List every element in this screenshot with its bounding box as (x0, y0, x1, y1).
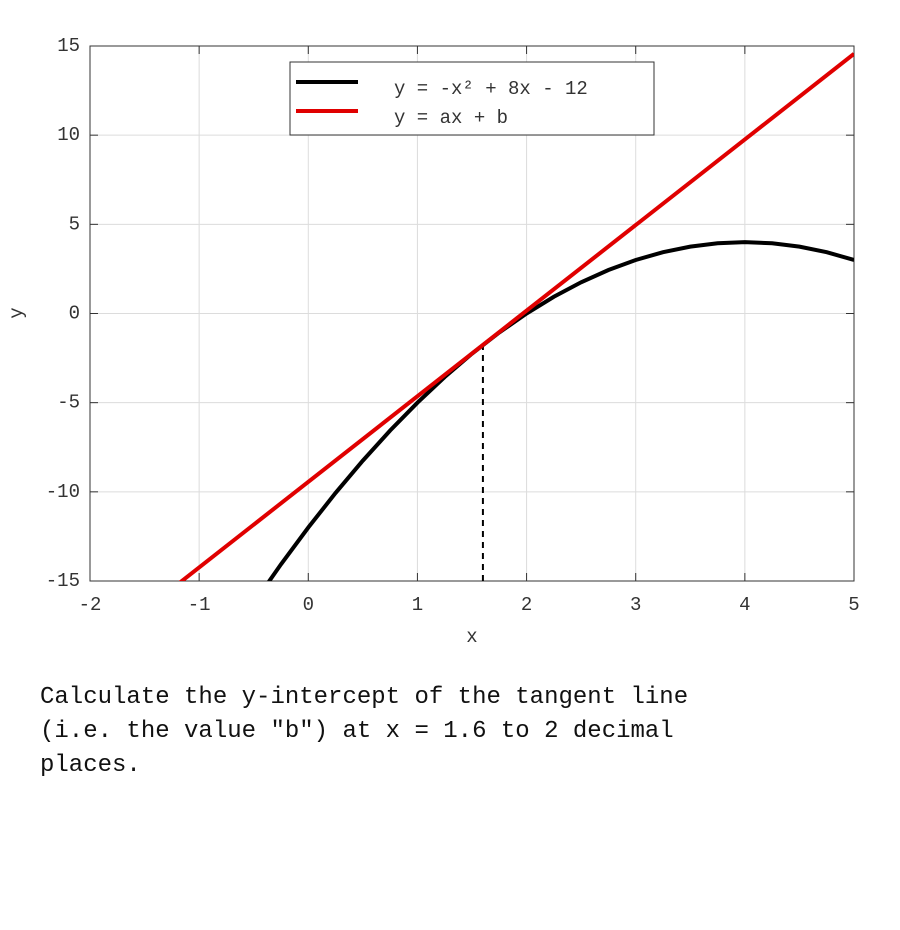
x-tick-label: 5 (848, 594, 859, 616)
x-tick-label: 1 (412, 594, 423, 616)
x-tick-label: -2 (79, 594, 102, 616)
plot-area (178, 52, 854, 581)
legend-label: y = -x² + 8x - 12 (394, 78, 588, 100)
x-tick-label: -1 (188, 594, 211, 616)
x-axis-label: x (466, 626, 477, 648)
x-tick-label: 2 (521, 594, 532, 616)
legend-box (289, 61, 655, 136)
series-line (178, 52, 854, 581)
legend-label: y = ax + b (394, 107, 508, 129)
y-tick-label: 5 (69, 213, 80, 235)
x-tick-label: 3 (630, 594, 641, 616)
x-tick-label: 0 (303, 594, 314, 616)
plot-frame (89, 45, 855, 582)
y-tick-label: -5 (57, 392, 80, 414)
question-text: Calculate the y-intercept of the tangent… (40, 684, 689, 779)
y-tick-label: 10 (57, 124, 80, 146)
x-tick-label: 4 (739, 594, 750, 616)
y-tick-label: -15 (46, 570, 80, 592)
y-tick-label: 0 (69, 303, 80, 325)
y-tick-label: -10 (46, 481, 80, 503)
y-axis-label: y (6, 307, 28, 318)
series-line (266, 240, 854, 581)
y-tick-label: 15 (57, 35, 80, 57)
